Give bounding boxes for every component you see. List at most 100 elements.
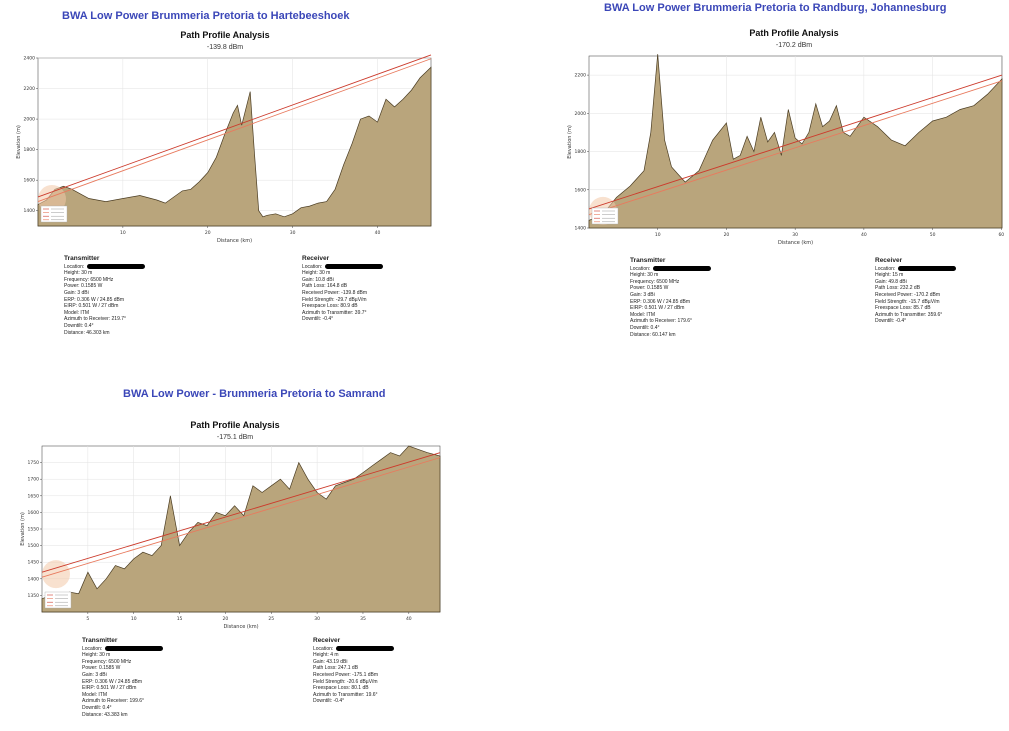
info-text: Power: 0.1585 W <box>64 283 103 290</box>
info-text: Downtilt: -0.4° <box>313 698 345 705</box>
info-line: Path Loss: 247.1 dB <box>313 665 394 672</box>
x-axis-label: Distance (km) <box>778 240 813 246</box>
receiver-info: Receiver Location: Height: 15 m Gain: 49.8… <box>875 257 957 325</box>
chart-subtitle: -139.8 dBm <box>206 44 244 51</box>
info-line: Power: 0.1585 W <box>64 283 145 290</box>
y-tick-label: 1400 <box>24 208 36 214</box>
info-line: EIRP: 0.501 W / 27 dBm <box>630 305 711 312</box>
info-line: Gain: 43.19 dBi <box>313 659 394 666</box>
info-text: Field Strength: -29.7 dBµV/m <box>302 296 367 303</box>
info-line: Path Loss: 164.8 dB <box>302 283 383 290</box>
info-text: Gain: 3 dBi <box>630 291 655 298</box>
transmitter-info: Transmitter Location: Height: 30 m Frequen… <box>64 255 146 336</box>
info-line: Azimuth to Receiver: 199.6° <box>82 698 163 705</box>
info-text: EIRP: 0.501 W / 27 dBm <box>64 303 119 310</box>
x-tick-label: 5 <box>86 616 89 622</box>
info-text: Field Strength: -20.6 dBµV/m <box>313 678 378 685</box>
x-tick-label: 40 <box>861 232 867 238</box>
info-text: Location: <box>302 263 323 270</box>
path-profile-chart: 10 20 30 40 1400 1600 1800 2000 2200 2400 Distance… <box>16 54 432 244</box>
info-text: Frequency: 6500 MHz <box>64 276 114 283</box>
info-line: Power: 0.1585 W <box>630 285 711 292</box>
receiver-header: Receiver <box>875 257 903 264</box>
info-line: Downtilt: 0.4° <box>82 705 163 712</box>
info-text: Freespace Loss: 80.9 dB <box>302 303 358 310</box>
info-text: Distance: 43.383 km <box>82 711 128 718</box>
x-tick-label: 20 <box>724 232 730 238</box>
info-text: Height: 30 m <box>82 652 111 659</box>
info-line: Downtilt: 0.4° <box>630 325 711 332</box>
info-text: Gain: 3 dBi <box>82 671 107 678</box>
transmitter-info: Transmitter Location: Height: 30 m Frequen… <box>82 637 164 718</box>
info-text: Downtilt: -0.4° <box>302 316 334 323</box>
x-tick-label: 35 <box>360 616 366 622</box>
info-line: Azimuth to Transmitter: 359.6° <box>875 312 956 319</box>
panel-title: BWA Low Power - Brummeria Pretoria to Sa… <box>123 388 386 400</box>
redacted-location <box>105 645 164 651</box>
info-line: Model: ITM <box>64 310 145 317</box>
redacted-location <box>325 263 384 269</box>
y-tick-label: 1400 <box>28 576 40 582</box>
info-text: ERP: 0.306 W / 24.85 dBm <box>64 296 125 303</box>
info-text: EIRP: 0.501 W / 27 dBm <box>82 685 137 692</box>
info-line: ERP: 0.306 W / 24.85 dBm <box>630 299 711 306</box>
info-text: Downtilt: 0.4° <box>64 322 94 329</box>
info-line: Height: 30 m <box>630 272 711 279</box>
info-text: Power: 0.1585 W <box>82 665 121 672</box>
info-line: Received Power: -139.8 dBm <box>302 290 383 297</box>
info-line: ERP: 0.306 W / 24.85 dBm <box>64 297 145 304</box>
y-tick-label: 1600 <box>575 187 587 193</box>
info-text: Received Power: -139.8 dBm <box>302 289 368 296</box>
info-line: Downtilt: -0.4° <box>302 316 383 323</box>
x-tick-label: 10 <box>655 232 661 238</box>
info-line: Location: <box>302 263 384 271</box>
receiver-info: Receiver Location: Height: 4 m Gain: 43.19… <box>313 637 395 705</box>
x-tick-label: 50 <box>930 232 936 238</box>
x-tick-label: 15 <box>177 616 183 622</box>
legend-box <box>44 591 72 609</box>
info-text: Distance: 60.147 km <box>630 331 676 338</box>
ray-line <box>588 74 1003 210</box>
info-line: Azimuth to Receiver: 219.7° <box>64 316 145 323</box>
info-line: Location: <box>82 645 164 653</box>
info-line: Power: 0.1585 W <box>82 665 163 672</box>
redacted-location <box>87 263 146 269</box>
transmitter-header: Transmitter <box>82 637 118 644</box>
info-text: EIRP: 0.501 W / 27 dBm <box>630 305 685 312</box>
receiver-header: Receiver <box>313 637 341 644</box>
y-tick-label: 1600 <box>24 178 36 184</box>
info-line: Height: 4 m <box>313 652 394 659</box>
info-text: Downtilt: 0.4° <box>82 704 112 711</box>
x-tick-label: 20 <box>223 616 229 622</box>
info-text: Azimuth to Transmitter: 19.6° <box>313 691 378 698</box>
terrain-area <box>588 54 1003 229</box>
info-text: Gain: 3 dBi <box>64 289 89 296</box>
info-text: Location: <box>630 265 651 272</box>
info-line: Model: ITM <box>82 692 163 699</box>
x-tick-label: 40 <box>375 230 381 236</box>
info-text: Freespace Loss: 85.7 dB <box>875 305 931 312</box>
info-text: Path Loss: 232.2 dB <box>875 285 921 292</box>
info-text: ERP: 0.306 W / 24.85 dBm <box>630 298 691 305</box>
info-line: Height: 30 m <box>64 270 145 277</box>
y-axis-label: Elevation (m) <box>567 125 573 159</box>
y-tick-label: 1400 <box>575 226 587 232</box>
path-profile-chart: 5 10 15 20 25 30 35 40 1350 1400 1450 1500 1550 1600 1… <box>20 445 441 630</box>
info-text: Height: 30 m <box>64 270 93 277</box>
info-line: Location: <box>875 266 957 273</box>
info-text: Azimuth to Receiver: 219.7° <box>64 316 127 323</box>
info-text: Model: ITM <box>630 311 656 318</box>
path-profile-chart: 10 20 30 40 50 60 1400 1600 1800 2000 2200 Distance… <box>567 54 1004 246</box>
info-line: Frequency: 6500 MHz <box>64 277 145 284</box>
info-text: Gain: 10.8 dBi <box>302 276 334 283</box>
info-line: Height: 30 m <box>302 270 383 277</box>
info-line: Field Strength: -15.7 dBµV/m <box>875 299 956 306</box>
info-text: Gain: 43.19 dBi <box>313 658 348 665</box>
info-text: Azimuth to Receiver: 179.6° <box>630 318 693 325</box>
info-text: Location: <box>82 645 103 652</box>
info-text: Height: 4 m <box>313 652 339 659</box>
info-line: Azimuth to Receiver: 179.6° <box>630 318 711 325</box>
redacted-location <box>653 265 712 271</box>
info-text: Path Loss: 164.8 dB <box>302 283 348 290</box>
y-tick-label: 2000 <box>575 111 587 117</box>
